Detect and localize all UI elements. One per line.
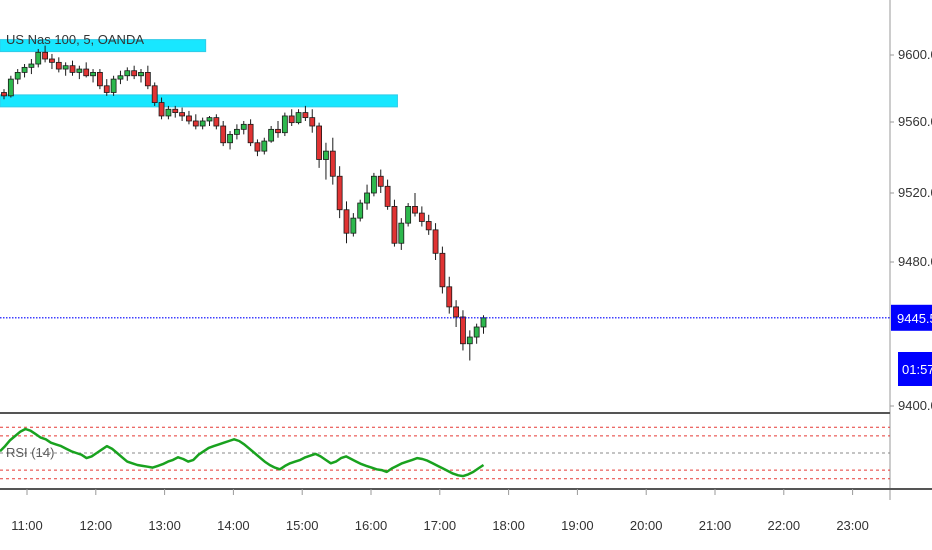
candle-body[interactable] [138, 72, 144, 77]
resistance-zone[interactable] [0, 94, 398, 108]
candle-body[interactable] [384, 185, 391, 207]
candle-body[interactable] [158, 102, 165, 117]
candle-body[interactable] [288, 115, 295, 124]
candle-body[interactable] [350, 217, 357, 234]
candle-body[interactable] [323, 150, 329, 160]
candle-body[interactable] [473, 326, 480, 338]
candle-body[interactable] [206, 117, 213, 122]
candle-body[interactable] [370, 175, 377, 194]
time-tick-label: 21:00 [699, 518, 732, 533]
time-tick-label: 23:00 [836, 518, 869, 533]
time-tick-label: 18:00 [492, 518, 525, 533]
resistance-zone[interactable] [0, 39, 207, 53]
candle-body[interactable] [103, 85, 110, 93]
time-tick-label: 20:00 [630, 518, 663, 533]
price-tick-label: 9480.0 [898, 254, 932, 269]
candle-body[interactable] [398, 222, 405, 244]
candle-body[interactable] [329, 150, 336, 177]
candle-body[interactable] [131, 70, 138, 77]
candle-body[interactable] [97, 72, 103, 87]
time-tick-label: 11:00 [11, 518, 43, 533]
candle-body[interactable] [446, 286, 453, 308]
candle-body[interactable] [412, 205, 418, 214]
rsi-line[interactable] [0, 427, 485, 478]
candle-body[interactable] [124, 70, 131, 77]
candle-body[interactable] [295, 112, 302, 124]
candle-body[interactable] [357, 202, 364, 219]
candle-body[interactable] [90, 72, 96, 77]
time-tick-label: 17:00 [424, 518, 457, 533]
candle-body[interactable] [377, 175, 384, 187]
candle-body[interactable] [49, 58, 55, 63]
candle-body[interactable] [391, 205, 398, 244]
candle-body[interactable] [21, 66, 28, 73]
price-tick-label: 9560.0 [898, 114, 932, 129]
candle-body[interactable] [364, 192, 370, 204]
candle-body[interactable] [343, 209, 350, 234]
countdown-label: 01:57 [902, 362, 932, 377]
candle-body[interactable] [55, 61, 62, 70]
price-tick-label: 9520.0 [898, 185, 932, 200]
candle-body[interactable] [247, 123, 254, 144]
candle-body[interactable] [144, 72, 151, 87]
candle-body[interactable] [186, 115, 192, 122]
time-tick-label: 15:00 [286, 518, 319, 533]
candle-body[interactable] [336, 175, 343, 211]
candle-body[interactable] [233, 128, 240, 135]
candle-body[interactable] [7, 78, 14, 97]
current-price-label: 9445.5 [897, 311, 932, 326]
candle-body[interactable] [480, 317, 487, 328]
candle-body[interactable] [110, 78, 117, 93]
candle-body[interactable] [418, 212, 425, 222]
time-tick-label: 14:00 [217, 518, 250, 533]
candle-body[interactable] [213, 117, 220, 127]
candle-body[interactable] [76, 68, 83, 73]
candle-body[interactable] [302, 112, 309, 119]
price-tick-label: 9400.0 [898, 398, 932, 413]
candle-body[interactable] [316, 125, 323, 160]
time-tick-label: 22:00 [768, 518, 801, 533]
current-price-badge [891, 304, 932, 331]
candle-body[interactable] [165, 108, 172, 117]
candle-body[interactable] [172, 108, 179, 113]
candle-body[interactable] [254, 142, 261, 152]
time-tick-label: 13:00 [148, 518, 181, 533]
time-tick-label: 19:00 [561, 518, 594, 533]
countdown-badge [898, 352, 932, 386]
candle-body[interactable] [405, 205, 412, 224]
candle-body[interactable] [275, 128, 281, 134]
candle-body[interactable] [220, 125, 227, 144]
candle-body[interactable] [309, 117, 316, 127]
candle-body[interactable] [439, 252, 446, 288]
price-tick-label: 9600.0 [898, 47, 932, 62]
candle-body[interactable] [83, 68, 90, 77]
candle-body[interactable] [1, 92, 7, 97]
candle-body[interactable] [62, 65, 69, 70]
candle-body[interactable] [240, 123, 247, 130]
chart-title: US Nas 100, 5, OANDA [6, 32, 144, 47]
candle-body[interactable] [199, 120, 206, 127]
candle-body[interactable] [227, 133, 233, 144]
candle-body[interactable] [151, 85, 158, 103]
candle-body[interactable] [432, 229, 439, 254]
candle-body[interactable] [460, 316, 466, 345]
candle-body[interactable] [14, 72, 21, 80]
time-tick-label: 16:00 [355, 518, 388, 533]
candle-body[interactable] [268, 128, 275, 142]
candle-body[interactable] [425, 221, 432, 231]
rsi-label: RSI (14) [6, 445, 54, 460]
time-tick-label: 12:00 [80, 518, 113, 533]
candle-body[interactable] [117, 75, 124, 80]
candle-body[interactable] [42, 51, 48, 60]
candle-body[interactable] [261, 140, 268, 152]
candle-body[interactable] [453, 306, 460, 318]
candle-body[interactable] [281, 115, 288, 134]
candle-body[interactable] [28, 63, 35, 68]
candle-body[interactable] [192, 120, 199, 127]
candle-body[interactable] [35, 51, 42, 65]
candle-body[interactable] [466, 336, 473, 345]
candle-body[interactable] [69, 65, 76, 73]
candle-body[interactable] [179, 112, 186, 117]
